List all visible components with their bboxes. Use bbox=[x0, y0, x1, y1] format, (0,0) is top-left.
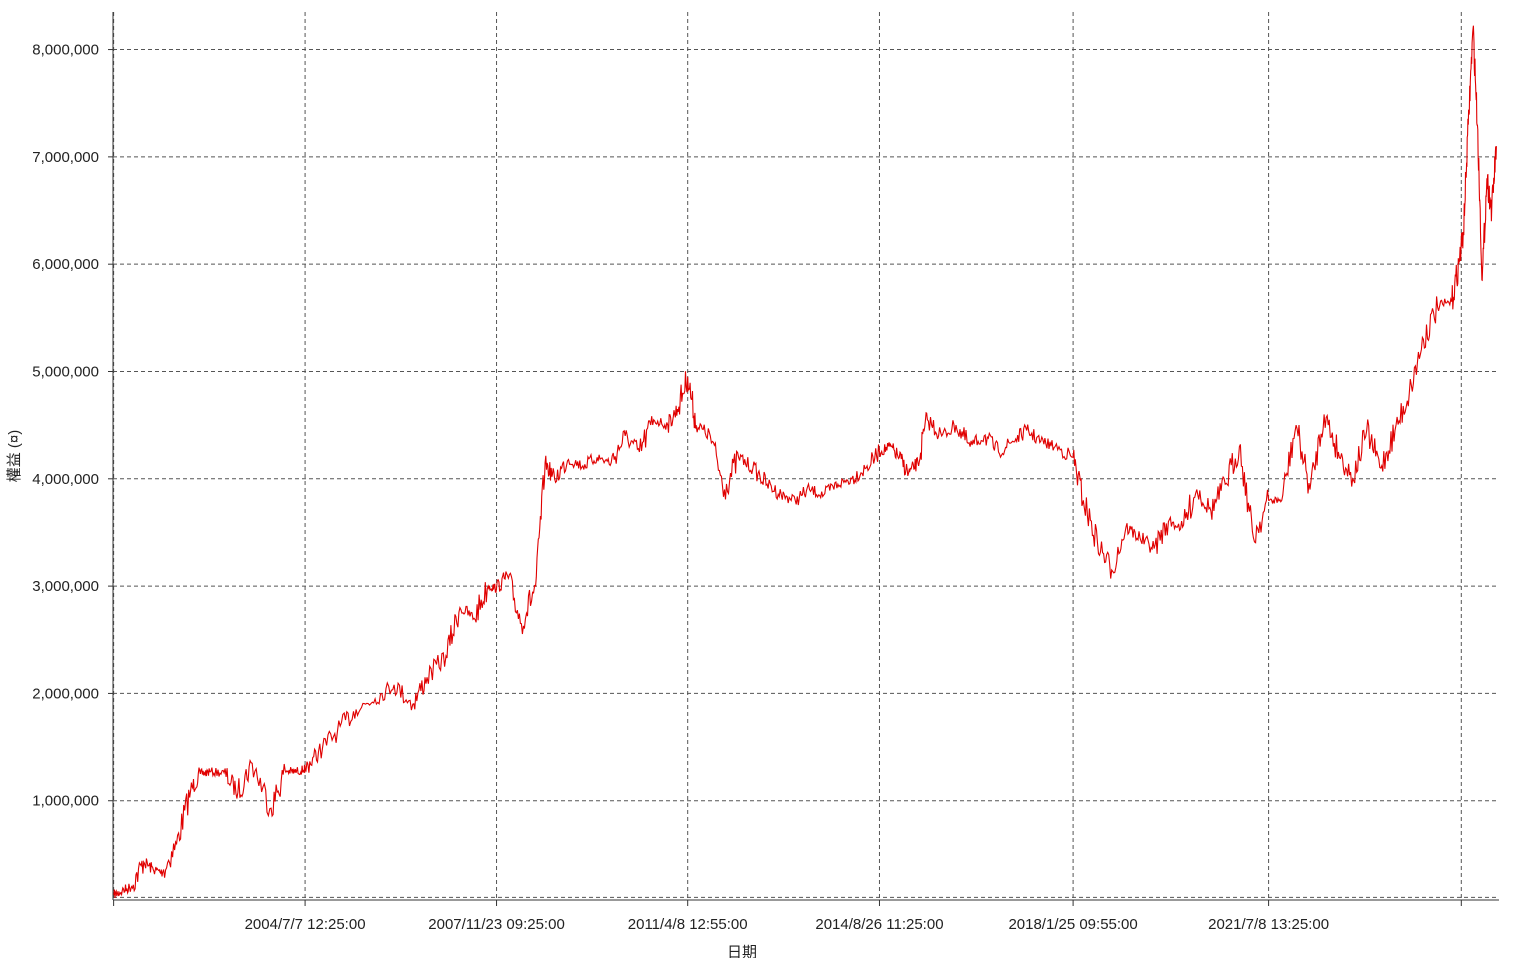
y-axis-label: 權益 (¤) bbox=[6, 430, 23, 483]
y-tick-label: 8,000,000 bbox=[32, 42, 99, 59]
y-tick-label: 3,000,000 bbox=[32, 578, 99, 595]
x-tick-label: 2011/4/8 12:55:00 bbox=[628, 916, 748, 933]
y-tick-label: 5,000,000 bbox=[32, 363, 99, 380]
x-tick-label: 2004/7/7 12:25:00 bbox=[245, 916, 366, 933]
grid-layer bbox=[113, 12, 1499, 900]
series-layer bbox=[113, 25, 1497, 899]
axis-layer: 1,000,000 2,000,000 3,000,000 4,000,000 5,00… bbox=[32, 12, 1499, 933]
y-tick-label: 2,000,000 bbox=[32, 685, 99, 702]
y-tick-label: 1,000,000 bbox=[32, 793, 99, 810]
x-tick-label: 2007/11/23 09:25:00 bbox=[428, 916, 565, 933]
equity-series-line bbox=[113, 25, 1497, 899]
x-tick-label: 2021/7/8 13:25:00 bbox=[1208, 916, 1329, 933]
y-tick-label: 7,000,000 bbox=[32, 149, 99, 166]
label-layer: 日期 權益 (¤) bbox=[6, 430, 757, 961]
y-tick-label: 4,000,000 bbox=[32, 471, 99, 488]
y-tick-label: 6,000,000 bbox=[32, 256, 99, 273]
x-tick-label: 2014/8/26 11:25:00 bbox=[815, 916, 943, 933]
x-tick-label: 2018/1/25 09:55:00 bbox=[1008, 916, 1137, 933]
x-axis-label: 日期 bbox=[727, 944, 757, 958]
